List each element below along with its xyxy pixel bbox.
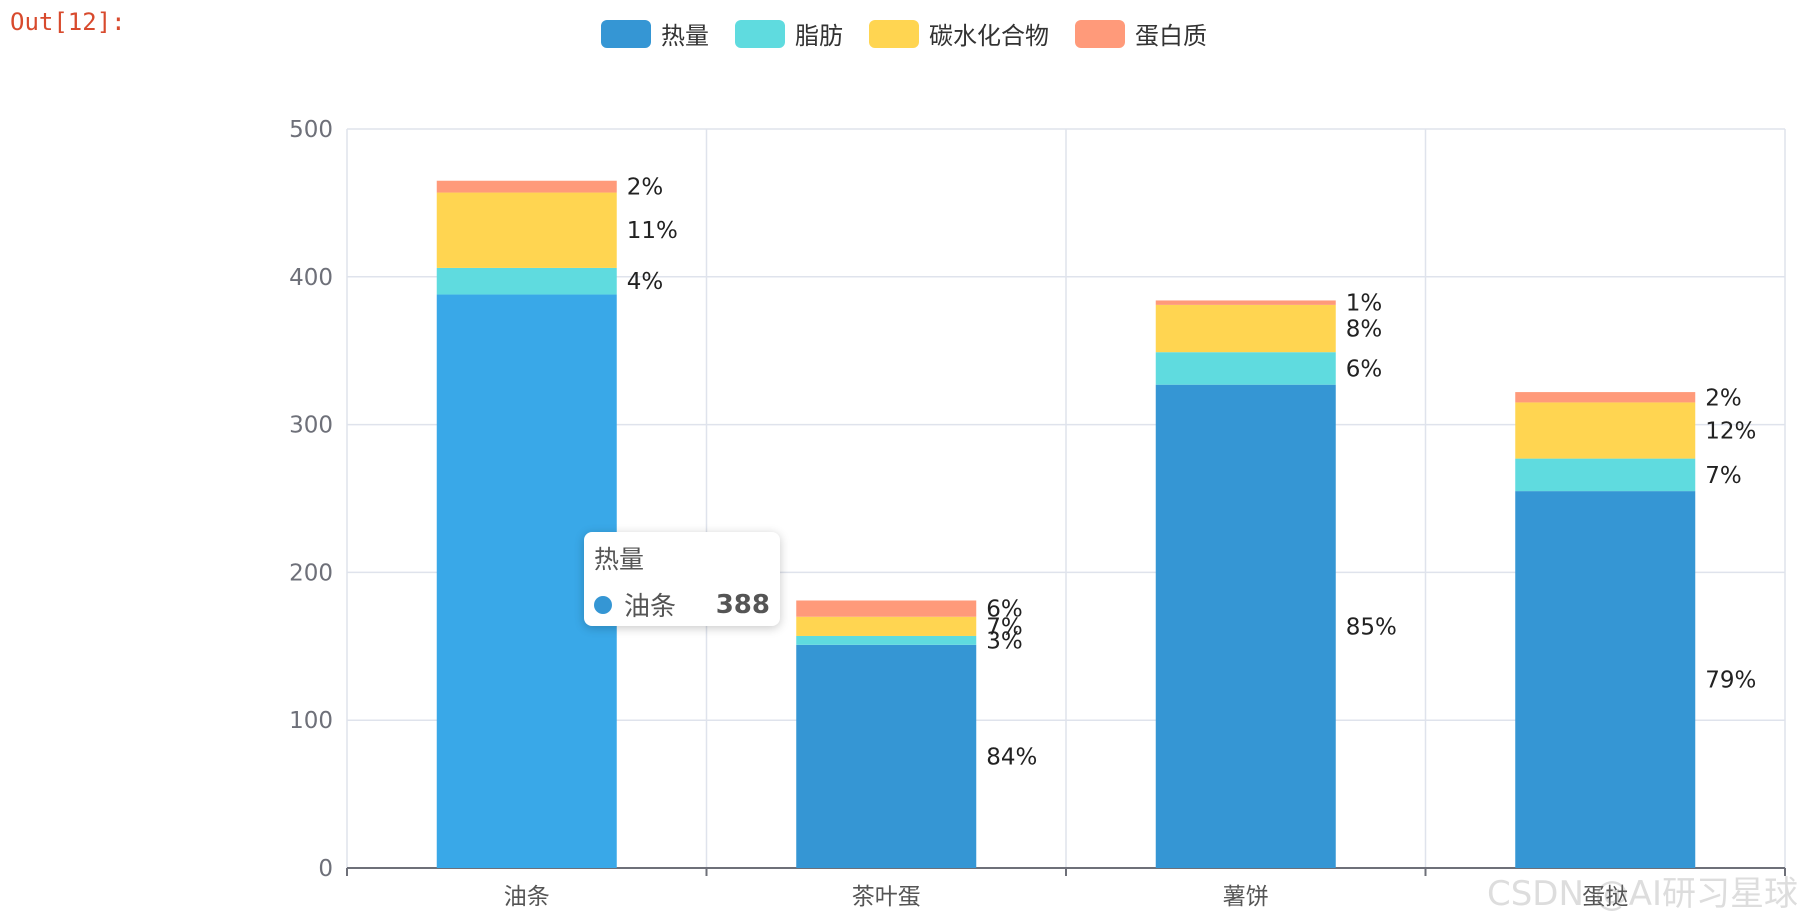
bar-segment <box>796 616 977 636</box>
data-label: 84% <box>986 744 1037 770</box>
bar-segment <box>436 180 617 193</box>
legend-item-2[interactable]: 碳水化合物 <box>869 16 1049 51</box>
data-label: 8% <box>1346 317 1383 343</box>
data-label: 2% <box>627 175 664 201</box>
data-label: 2% <box>1705 385 1742 411</box>
data-label: 1% <box>1346 291 1383 317</box>
tooltip-marker-icon <box>594 595 612 614</box>
tooltip-category: 油条 <box>624 592 677 622</box>
legend-swatch-icon <box>1075 19 1125 48</box>
bar-segment <box>796 644 977 868</box>
cell-output-label: Out[12]: <box>10 8 126 36</box>
bar-segment <box>1155 384 1336 868</box>
x-tick-label: 薯饼 <box>1223 884 1269 910</box>
data-label: 3% <box>986 628 1023 654</box>
watermark: CSDN @AI研习星球 <box>1486 874 1798 914</box>
bar-segment <box>796 600 977 617</box>
legend-item-0[interactable]: 热量 <box>601 16 709 51</box>
x-tick-label: 茶叶蛋 <box>852 884 921 910</box>
bar-segment <box>1155 352 1336 385</box>
tooltip-value: 388 <box>715 589 770 620</box>
data-label: 79% <box>1705 668 1756 694</box>
data-label: 4% <box>627 269 664 295</box>
bar-segment <box>1515 402 1696 459</box>
data-label: 7% <box>986 614 1023 640</box>
bar-segment <box>1515 458 1696 492</box>
data-label: 6% <box>1346 356 1383 382</box>
tooltip-title: 热量 <box>594 545 645 574</box>
y-tick-label: 400 <box>289 265 333 291</box>
legend-swatch-icon <box>869 19 919 48</box>
y-tick-label: 500 <box>289 117 333 143</box>
bar-segment <box>436 192 617 268</box>
bar-segment <box>1515 392 1696 403</box>
bar-segment <box>796 635 977 645</box>
legend-item-3[interactable]: 蛋白质 <box>1075 16 1207 51</box>
bar-segment <box>436 267 617 295</box>
x-tick-label: 蛋挞 <box>1582 884 1628 910</box>
data-label: 85% <box>1346 614 1397 640</box>
chart-tooltip: 热量 油条 388 <box>584 532 780 626</box>
tooltip-row: 油条 388 <box>594 586 770 623</box>
legend-label: 碳水化合物 <box>929 22 1049 50</box>
legend-item-1[interactable]: 脂肪 <box>735 16 843 51</box>
legend-swatch-icon <box>601 19 651 48</box>
legend-label: 蛋白质 <box>1135 22 1207 50</box>
legend-label: 脂肪 <box>795 22 843 50</box>
data-label: 6% <box>986 597 1023 623</box>
data-label: 12% <box>1705 419 1756 445</box>
y-tick-label: 200 <box>289 560 333 586</box>
legend-swatch-icon <box>735 19 785 48</box>
bar-segment <box>1155 304 1336 353</box>
legend-label: 热量 <box>661 22 709 50</box>
bar-segment <box>1155 300 1336 305</box>
y-tick-label: 100 <box>289 708 333 734</box>
bar-segment <box>1515 491 1696 868</box>
x-tick-label: 油条 <box>504 884 550 910</box>
data-label: 7% <box>1705 463 1742 489</box>
chart-legend: 热量 脂肪 碳水化合物 蛋白质 <box>0 16 1808 51</box>
y-tick-label: 0 <box>318 856 333 882</box>
data-label: 11% <box>627 218 678 244</box>
y-tick-label: 300 <box>289 413 333 439</box>
